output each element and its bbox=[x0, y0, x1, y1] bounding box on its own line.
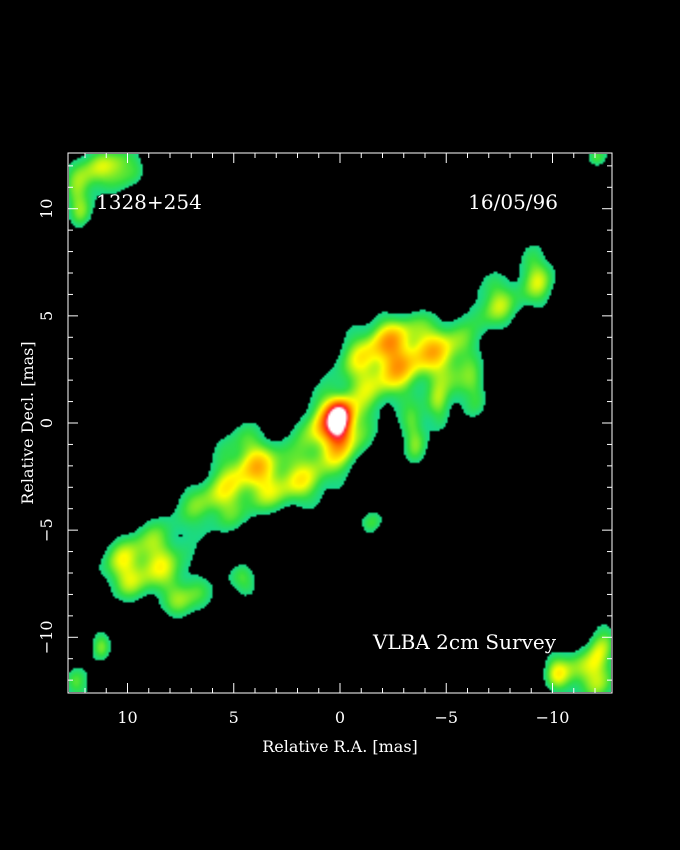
x-tick-label: 0 bbox=[335, 708, 345, 727]
y-tick-label: 10 bbox=[37, 199, 56, 219]
intensity-map bbox=[69, 154, 611, 692]
x-tick-label: −5 bbox=[434, 708, 458, 727]
y-tick-label: 5 bbox=[37, 311, 56, 321]
plot-frame bbox=[67, 152, 613, 694]
y-tick-labels: 10 5 0 −5 −10 bbox=[37, 199, 56, 655]
x-tick-label: 5 bbox=[229, 708, 239, 727]
observation-date-label: 16/05/96 bbox=[468, 190, 558, 214]
y-tick-label: −10 bbox=[37, 620, 56, 654]
x-axis-label: Relative R.A. [mas] bbox=[262, 737, 418, 756]
y-axis-label: Relative Decl. [mas] bbox=[18, 341, 37, 504]
x-tick-labels: 10 5 0 −5 −10 bbox=[117, 708, 569, 727]
y-tick-label: −5 bbox=[37, 518, 56, 542]
x-tick-label: −10 bbox=[536, 708, 570, 727]
survey-label: VLBA 2cm Survey bbox=[372, 630, 557, 654]
x-tick-label: 10 bbox=[117, 708, 137, 727]
source-name-label: 1328+254 bbox=[96, 190, 202, 214]
axis-ticks bbox=[68, 153, 612, 693]
y-tick-label: 0 bbox=[37, 418, 56, 428]
